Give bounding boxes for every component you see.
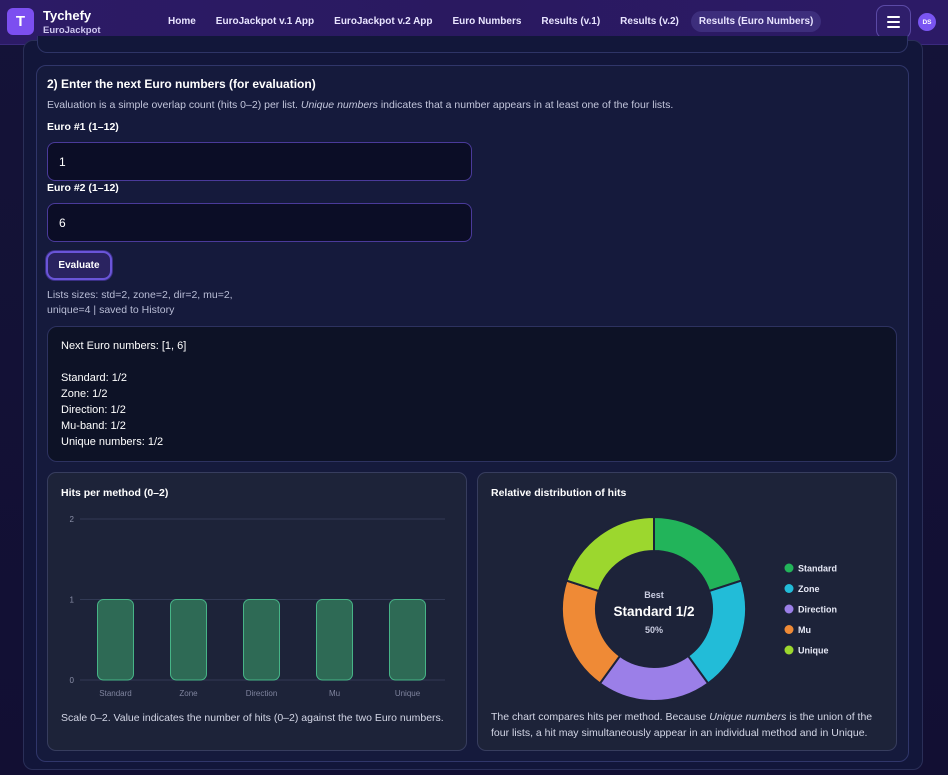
legend-label-standard: Standard: [798, 564, 837, 574]
slice-mu: [561, 579, 622, 685]
hamburger-icon-line: [887, 25, 900, 28]
donut-chart-card: Relative distribution of hits Best Standa…: [477, 472, 897, 751]
section-title: 2) Enter the next Euro numbers (for eval…: [47, 77, 316, 91]
x-tick-label: Standard: [99, 689, 131, 698]
result-line-zone: Zone: 1/2: [61, 388, 108, 400]
legend-label-zone: Zone: [798, 584, 820, 594]
donut-chart: Best Standard 1/2 50% Standard Zone Direction…: [561, 515, 837, 702]
x-tick-label: Zone: [179, 689, 198, 698]
legend-swatch: [784, 645, 794, 655]
bar-chart: 0 1 2 Standard Zone Direction Mu Unique: [70, 515, 445, 698]
legend-label-direction: Direction: [798, 605, 837, 615]
status-line-1: Lists sizes: std=2, zone=2, dir=2, mu=2,: [47, 289, 233, 301]
donut-chart-title: Relative distribution of hits: [491, 487, 627, 499]
y-tick-label: 1: [70, 596, 75, 605]
hamburger-icon: [887, 16, 900, 19]
section-description: Evaluation is a simple overlap count (hi…: [47, 99, 674, 111]
brand-name[interactable]: Tychefy: [43, 8, 92, 23]
status-line-2: unique=4 | saved to History: [47, 304, 175, 316]
evaluate-button[interactable]: Evaluate: [46, 251, 112, 280]
nav-links: Home EuroJackpot v.1 App EuroJackpot v.2…: [160, 11, 822, 32]
euro1-label: Euro #1 (1–12): [47, 121, 119, 133]
bar-chart-title: Hits per method (0–2): [61, 487, 169, 499]
brand-logo[interactable]: T: [7, 8, 34, 35]
y-tick-label: 0: [70, 676, 75, 685]
euro2-input[interactable]: [47, 203, 472, 242]
legend-swatch: [784, 604, 794, 614]
euro2-label: Euro #2 (1–12): [47, 182, 119, 194]
hamburger-icon-line: [887, 21, 900, 23]
nav-link-eurojackpot-v1[interactable]: EuroJackpot v.1 App: [215, 16, 315, 27]
result-output: Next Euro numbers: [1, 6] Standard: 1/2 …: [47, 326, 897, 462]
result-line-direction: Direction: 1/2: [61, 404, 126, 416]
legend-label-mu: Mu: [798, 625, 811, 635]
donut-center-label: Best: [644, 590, 664, 600]
nav-link-results-euro-numbers[interactable]: Results (Euro Numbers): [690, 11, 822, 32]
bar-direction: [243, 599, 280, 681]
result-line-unique: Unique numbers: 1/2: [61, 436, 164, 448]
previous-card: [37, 36, 908, 53]
donut-center-value: Standard 1/2: [613, 604, 694, 619]
nav-link-home[interactable]: Home: [168, 16, 196, 27]
result-line: Next Euro numbers: [1, 6]: [61, 340, 187, 352]
hamburger-menu-button[interactable]: [876, 5, 911, 39]
legend-swatch: [784, 625, 794, 634]
bar-chart-caption: Scale 0–2. Value indicates the number of…: [61, 712, 444, 724]
x-tick-label: Unique: [395, 689, 421, 698]
slice-standard: [653, 515, 743, 593]
nav-link-euro-numbers[interactable]: Euro Numbers: [452, 16, 522, 27]
donut-chart-caption: The chart compares hits per method. Beca…: [491, 711, 873, 739]
legend-label-unique: Unique: [798, 646, 829, 656]
bar-mu: [316, 599, 353, 681]
bar-chart-card: Hits per method (0–2) 0 1 2 Standard Zone Dir…: [47, 472, 467, 751]
nav-link-results-v2[interactable]: Results (v.2): [620, 16, 679, 27]
legend-swatch: [784, 563, 794, 573]
result-line-standard: Standard: 1/2: [61, 372, 128, 384]
donut-center-percent: 50%: [645, 625, 663, 635]
y-tick-label: 2: [70, 515, 75, 524]
bar-standard: [97, 599, 134, 681]
nav-link-results-v1[interactable]: Results (v.1): [541, 16, 601, 27]
bar-zone: [170, 599, 207, 681]
x-tick-label: Direction: [246, 689, 278, 698]
bar-unique: [389, 599, 426, 681]
result-line-mu-band: Mu-band: 1/2: [61, 420, 126, 432]
legend-swatch: [784, 584, 794, 593]
brand-subtitle: EuroJackpot: [43, 25, 101, 36]
nav-link-eurojackpot-v2[interactable]: EuroJackpot v.2 App: [334, 16, 433, 27]
slice-unique: [565, 515, 655, 593]
avatar[interactable]: DS: [918, 13, 936, 31]
x-tick-label: Mu: [329, 689, 340, 698]
euro1-input[interactable]: [47, 142, 472, 181]
